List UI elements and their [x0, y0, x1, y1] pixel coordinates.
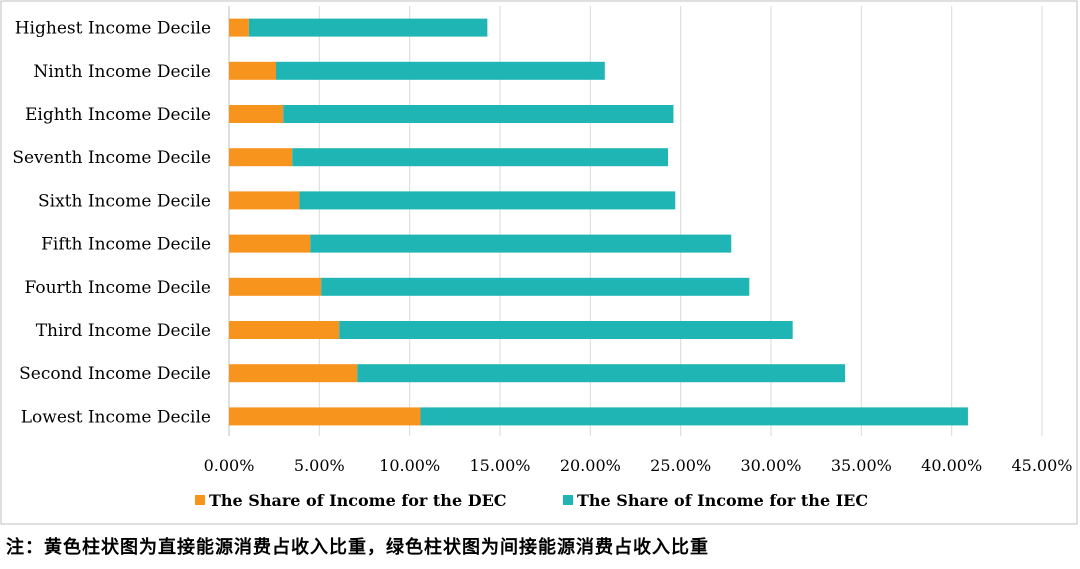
x-tick-label: 15.00% — [469, 456, 530, 475]
bar-dec-2 — [229, 61, 276, 80]
category-label: Ninth Income Decile — [33, 62, 211, 82]
chart-note: 注：黄色柱状图为直接能源消费占收入比重，绿色柱状图为间接能源消费占收入比重 — [6, 537, 709, 558]
x-tick-label: 40.00% — [921, 456, 982, 475]
category-label: Third Income Decile — [36, 321, 211, 341]
bar-iec-10 — [420, 407, 968, 426]
bar-dec-5 — [229, 191, 300, 210]
x-tick-labels: 0.00% 5.00% 10.00% 15.00% 20.00% 25.00% 30.00%… — [204, 456, 1073, 475]
bars — [229, 18, 968, 426]
bar-iec-4 — [292, 148, 669, 167]
bar-dec-6 — [229, 234, 311, 253]
category-label: Sixth Income Decile — [38, 191, 211, 211]
x-tick-label: 45.00% — [1011, 456, 1072, 475]
legend-label: The Share of Income for the IEC — [577, 491, 868, 510]
x-tick-label: 5.00% — [294, 456, 345, 475]
x-tick-label: 35.00% — [831, 456, 892, 475]
bar-dec-4 — [229, 148, 293, 167]
category-label: Fifth Income Decile — [41, 235, 211, 255]
x-tick-label: 20.00% — [560, 456, 621, 475]
bar-dec-9 — [229, 364, 358, 383]
legend-swatch — [195, 495, 205, 505]
x-tick-label: 30.00% — [740, 456, 801, 475]
category-label: Fourth Income Decile — [24, 278, 211, 298]
bar-iec-3 — [283, 105, 674, 123]
bar-iec-7 — [321, 277, 750, 296]
legend: The Share of Income for the DEC The Share… — [195, 491, 868, 510]
bar-dec-3 — [229, 105, 284, 123]
bar-iec-1 — [248, 18, 488, 37]
bar-dec-1 — [229, 18, 249, 37]
legend-label: The Share of Income for the DEC — [209, 491, 507, 510]
category-label: Seventh Income Decile — [12, 148, 211, 168]
bar-iec-2 — [275, 61, 605, 80]
category-label: Second Income Decile — [19, 364, 211, 384]
chart-border — [0, 0, 1078, 525]
bar-iec-6 — [310, 234, 732, 253]
x-tick-label: 25.00% — [650, 456, 711, 475]
bar-dec-10 — [229, 407, 421, 426]
category-labels: Highest Income Decile Ninth Income Decile… — [12, 19, 211, 428]
bar-dec-7 — [229, 277, 322, 296]
category-label: Eighth Income Decile — [25, 105, 211, 125]
plot-frame — [0, 0, 1078, 525]
category-label: Lowest Income Decile — [21, 407, 211, 427]
x-tick-label: 0.00% — [204, 456, 255, 475]
bar-iec-5 — [299, 191, 676, 210]
stacked-bar-chart: Highest Income Decile Ninth Income Decile… — [0, 0, 1078, 525]
x-tick-label: 10.00% — [379, 456, 440, 475]
category-label: Highest Income Decile — [15, 19, 211, 39]
legend-swatch — [563, 495, 573, 505]
bar-iec-8 — [339, 321, 793, 339]
bar-dec-8 — [229, 321, 340, 339]
bar-iec-9 — [357, 364, 846, 383]
